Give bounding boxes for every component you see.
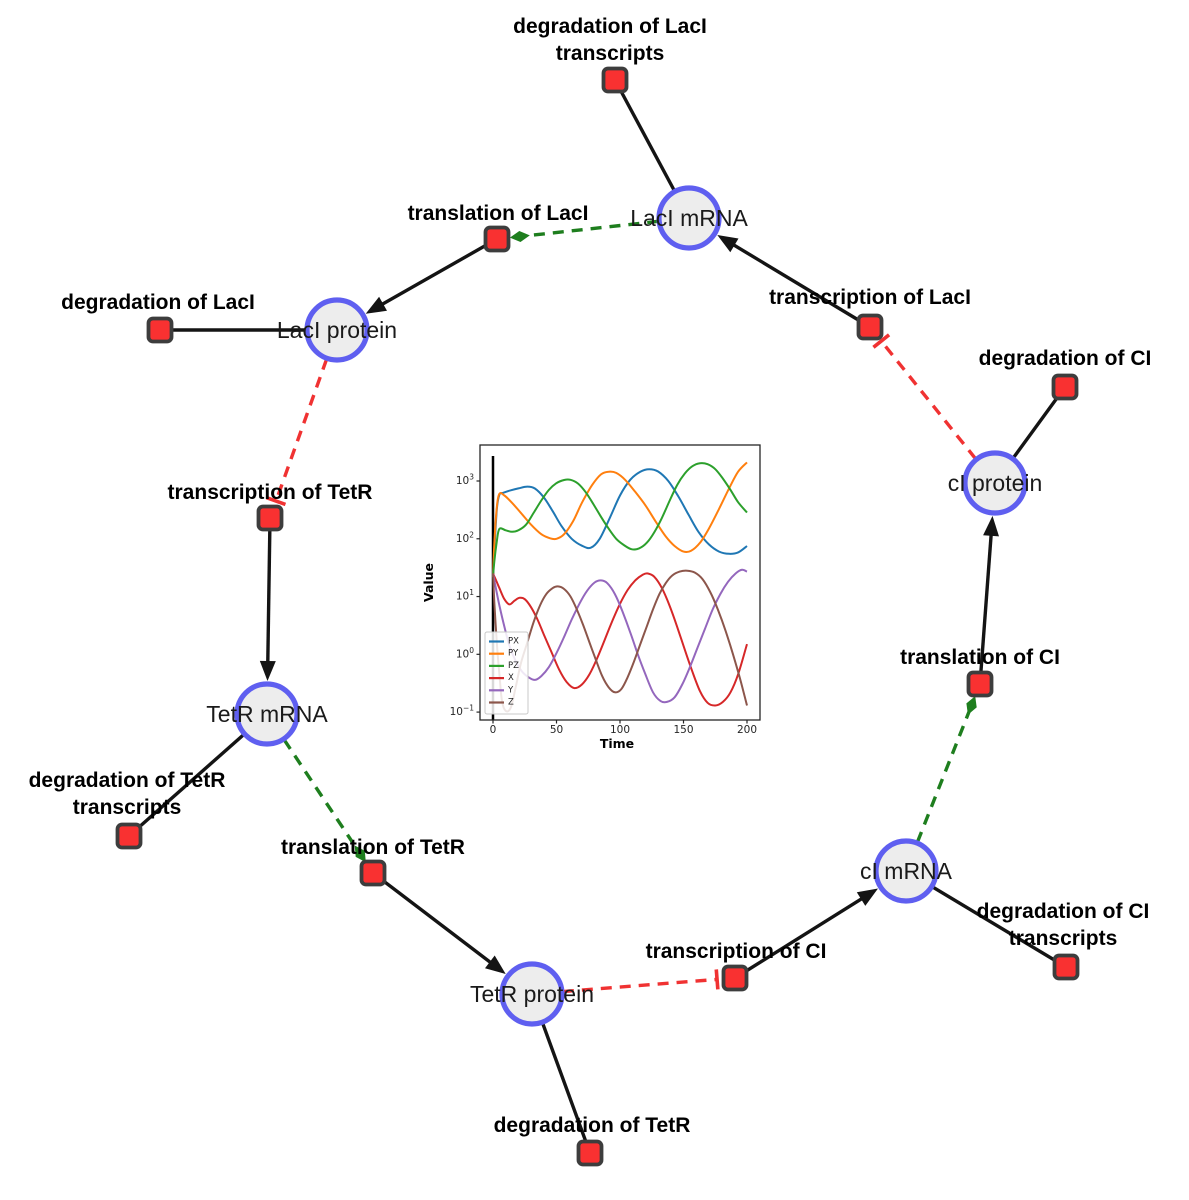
species-label-ci-protein: cI protein bbox=[948, 470, 1043, 496]
reaction-label-transl-tetr: translation of TetR bbox=[281, 836, 465, 859]
chart-background bbox=[428, 435, 780, 785]
edge-inhibition-laci-protein-transc-tetr bbox=[274, 358, 329, 502]
edge-production-transl-laci-laci-protein bbox=[380, 237, 498, 307]
reaction-node-transl-tetr bbox=[359, 859, 387, 887]
arrowhead-icon bbox=[365, 296, 387, 314]
reaction-label-deg-tetr: degradation of TetR bbox=[494, 1114, 691, 1137]
series-px bbox=[492, 468, 748, 577]
diamond-arrowhead-icon bbox=[509, 231, 530, 242]
species-node-ci-protein bbox=[962, 450, 1028, 516]
species-label-laci-mrna: LacI mRNA bbox=[630, 205, 748, 231]
edge-production-transl-ci-ci-protein bbox=[978, 533, 993, 685]
legend-label-pz: PZ bbox=[508, 661, 519, 671]
y-tick-label: 102 bbox=[456, 530, 474, 545]
y-tick-label: 100 bbox=[456, 645, 474, 660]
reaction-label-transl-laci: translation of LacI bbox=[408, 202, 589, 225]
reaction-node-deg-ci bbox=[1051, 373, 1079, 401]
edge-modifier-ci-mrna-transl-ci bbox=[915, 711, 971, 843]
species-node-laci-mrna bbox=[656, 185, 722, 251]
edge-production-transl-tetr-tetr-protein bbox=[371, 871, 493, 965]
reaction-node-transc-tetr bbox=[256, 504, 284, 532]
edge-modifier-tetr-mrna-transl-tetr bbox=[282, 738, 358, 849]
reaction-label-transl-ci: translation of CI bbox=[900, 646, 1060, 669]
edge-inhibition-ci-protein-transc-laci bbox=[879, 339, 977, 460]
legend-label-px: PX bbox=[508, 637, 519, 647]
reaction-label-deg-ci-tr: degradation of CI transcripts bbox=[977, 900, 1150, 950]
reaction-label-transc-ci: transcription of CI bbox=[646, 940, 827, 963]
reaction-node-transc-laci bbox=[856, 313, 884, 341]
reaction-node-deg-tetr-tr bbox=[115, 822, 143, 850]
legend-label-y: Y bbox=[507, 685, 514, 695]
legend-box bbox=[484, 631, 529, 715]
x-tick-label: 0 bbox=[490, 724, 497, 736]
diamond-arrowhead-icon bbox=[966, 696, 977, 715]
reaction-label-deg-laci-tr: degradation of LacI transcripts bbox=[513, 15, 707, 65]
series-x bbox=[492, 572, 748, 707]
reaction-label-deg-ci: degradation of CI bbox=[979, 347, 1152, 370]
reaction-label-transc-laci: transcription of LacI bbox=[769, 286, 971, 309]
edge-production-transc-tetr-tetr-mrna bbox=[266, 517, 272, 664]
x-tick-label: 150 bbox=[673, 724, 693, 736]
reaction-node-deg-laci-tr bbox=[601, 66, 629, 94]
reaction-node-deg-tetr bbox=[576, 1139, 604, 1167]
species-node-tetr-mrna bbox=[234, 681, 300, 747]
inhibition-tee-icon bbox=[266, 495, 287, 507]
edge-production-transc-laci-laci-mrna bbox=[731, 242, 871, 329]
species-label-tetr-mrna: TetR mRNA bbox=[206, 701, 328, 727]
reaction-label-transc-tetr: transcription of TetR bbox=[168, 481, 373, 504]
y-tick-label: 10−1 bbox=[450, 703, 475, 718]
series-py bbox=[492, 461, 748, 577]
arrowhead-icon bbox=[983, 515, 999, 537]
inset-chart: 0 50 100 150 200 10−1 100 101 102 103 Time Value PX P… bbox=[421, 435, 780, 785]
species-label-ci-mrna: cI mRNA bbox=[860, 858, 953, 884]
nodes-layer bbox=[115, 66, 1080, 1167]
reaction-node-deg-laci bbox=[146, 316, 174, 344]
arrowhead-icon bbox=[856, 888, 878, 906]
legend-label-x: X bbox=[508, 673, 514, 683]
arrowhead-icon bbox=[717, 235, 739, 253]
diamond-arrowhead-icon bbox=[354, 845, 366, 863]
reaction-node-deg-ci-tr bbox=[1052, 953, 1080, 981]
edge-production-transc-ci-ci-mrna bbox=[734, 896, 864, 980]
arrowhead-icon bbox=[259, 660, 276, 681]
species-label-tetr-protein: TetR protein bbox=[470, 981, 594, 1007]
x-tick-label: 200 bbox=[737, 724, 757, 736]
reaction-node-transc-ci bbox=[721, 964, 749, 992]
legend-label-py: PY bbox=[508, 649, 519, 659]
reaction-label-deg-tetr-tr: degradation of TetR transcripts bbox=[29, 769, 226, 819]
series-pz bbox=[492, 462, 748, 577]
y-axis-label: Value bbox=[421, 563, 436, 602]
reaction-node-transl-ci bbox=[966, 670, 994, 698]
species-node-tetr-protein bbox=[499, 961, 565, 1027]
legend-label-z: Z bbox=[508, 698, 514, 708]
inhibition-tee-icon bbox=[714, 969, 720, 990]
labels-layer: degradation of LacI transcripts translatio… bbox=[29, 15, 1152, 1137]
edge-inhibition-tetr-protein-transc-ci bbox=[562, 977, 718, 994]
arrowhead-icon bbox=[485, 955, 506, 974]
y-tick-label: 101 bbox=[456, 588, 474, 603]
species-label-laci-protein: LacI protein bbox=[277, 317, 397, 343]
x-tick-label: 50 bbox=[550, 724, 563, 736]
reaction-label-deg-laci: degradation of LacI bbox=[61, 291, 255, 314]
x-tick-label: 100 bbox=[610, 724, 630, 736]
y-tick-label: 103 bbox=[456, 472, 474, 487]
species-node-laci-protein bbox=[304, 297, 370, 363]
species-node-ci-mrna bbox=[873, 838, 939, 904]
x-axis-label: Time bbox=[600, 736, 634, 751]
edge-modifier-laci-mrna-transl-laci bbox=[526, 219, 659, 238]
inhibition-tee-icon bbox=[872, 333, 891, 349]
reaction-node-transl-laci bbox=[483, 225, 511, 253]
